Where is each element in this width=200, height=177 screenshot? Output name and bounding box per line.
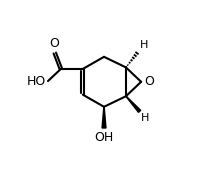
Text: H: H — [141, 113, 149, 122]
Text: O: O — [144, 75, 154, 88]
Text: OH: OH — [94, 131, 114, 144]
Polygon shape — [126, 96, 141, 112]
Text: O: O — [49, 37, 59, 50]
Text: H: H — [140, 39, 148, 50]
Polygon shape — [102, 107, 106, 128]
Text: HO: HO — [27, 75, 46, 88]
